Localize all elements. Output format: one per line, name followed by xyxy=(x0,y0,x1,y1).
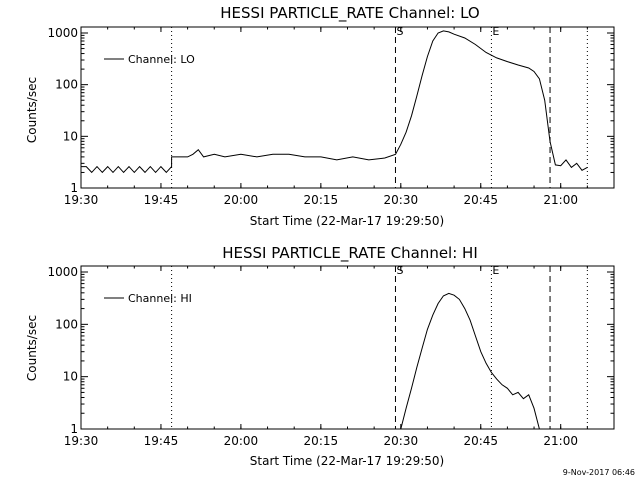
y-tick-label: 1000 xyxy=(47,265,78,279)
time-marker-label: E xyxy=(492,264,499,277)
time-marker-label: S xyxy=(396,25,403,38)
y-tick-label: 10 xyxy=(63,370,78,384)
x-tick-label: 20:30 xyxy=(384,434,419,448)
x-tick-label: 20:45 xyxy=(463,193,498,207)
legend-entry: Channel: HI xyxy=(128,292,192,305)
y-tick-label: 1 xyxy=(70,181,78,195)
x-tick-label: 20:00 xyxy=(224,434,259,448)
x-tick-label: 19:45 xyxy=(144,434,179,448)
legend: Channel: LO xyxy=(104,53,195,66)
x-tick-label: 21:00 xyxy=(543,193,578,207)
generation-timestamp: 9-Nov-2017 06:46 xyxy=(563,468,635,477)
y-tick-label: 10 xyxy=(63,129,78,143)
x-tick-label: 19:30 xyxy=(64,193,99,207)
time-marker-label: S xyxy=(396,264,403,277)
y-tick-label: 100 xyxy=(55,317,78,331)
x-tick-label: 20:45 xyxy=(463,434,498,448)
legend-entry: Channel: LO xyxy=(128,53,195,66)
x-axis-label: Start Time (22-Mar-17 19:29:50) xyxy=(250,214,444,228)
chart-title: HESSI PARTICLE_RATE Channel: HI xyxy=(222,244,478,263)
time-marker-label: E xyxy=(492,25,499,38)
x-tick-label: 19:30 xyxy=(64,434,99,448)
x-tick-label: 20:30 xyxy=(384,193,419,207)
legend: Channel: HI xyxy=(104,292,192,305)
series-line xyxy=(81,30,588,174)
chart-panel-hi: HESSI PARTICLE_RATE Channel: HI Counts/s… xyxy=(25,244,615,468)
series-line xyxy=(400,292,540,429)
x-tick-label: 19:45 xyxy=(144,193,179,207)
x-tick-label: 20:15 xyxy=(304,434,339,448)
y-tick-label: 1 xyxy=(70,422,78,436)
y-tick-label: 1000 xyxy=(47,26,78,40)
x-tick-label: 20:00 xyxy=(224,193,259,207)
x-axis-label: Start Time (22-Mar-17 19:29:50) xyxy=(250,454,444,468)
chart-title: HESSI PARTICLE_RATE Channel: LO xyxy=(220,4,479,23)
y-tick-label: 100 xyxy=(55,78,78,92)
y-axis-label: Counts/sec xyxy=(25,77,39,143)
chart-panel-lo: HESSI PARTICLE_RATE Channel: LO Counts/s… xyxy=(25,4,615,228)
x-tick-label: 20:15 xyxy=(304,193,339,207)
y-axis-label: Counts/sec xyxy=(25,315,39,381)
x-tick-label: 21:00 xyxy=(543,434,578,448)
